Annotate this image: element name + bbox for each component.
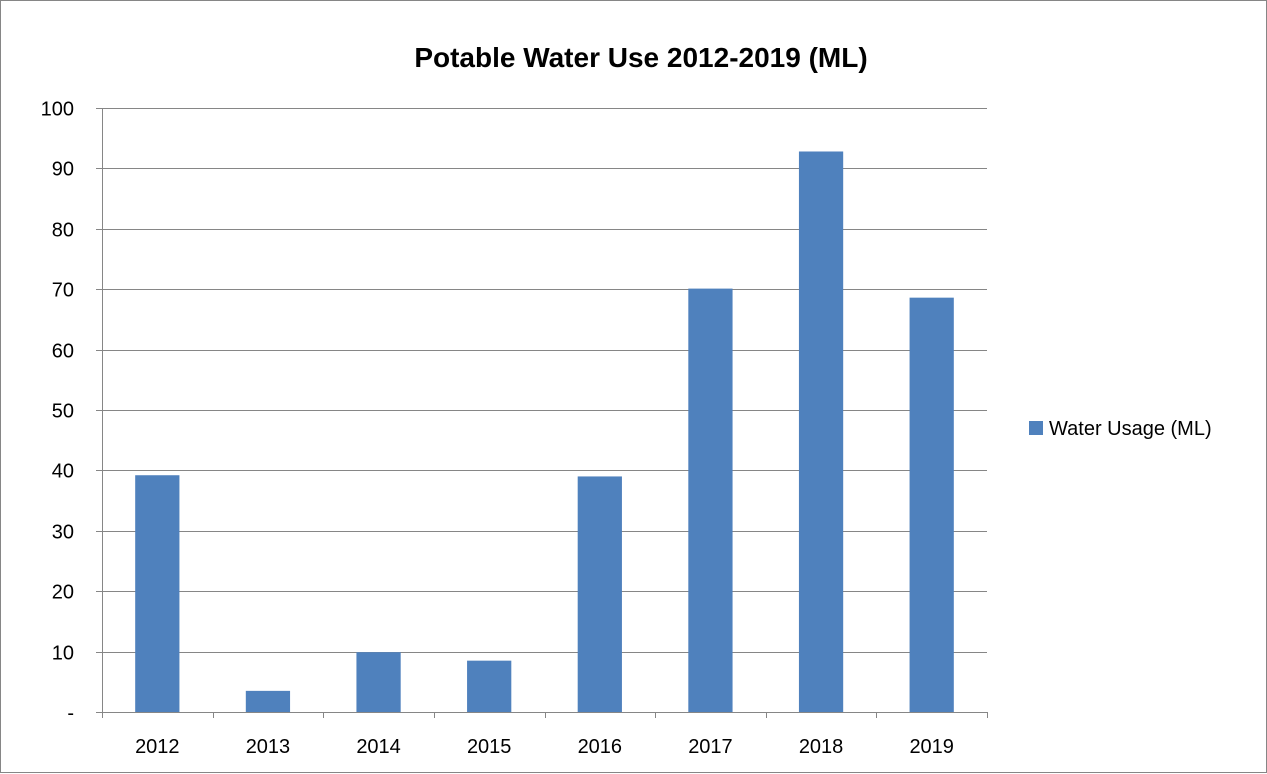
x-tick-label-2013: 2013 (246, 736, 291, 758)
y-tick-label-10: 10 (52, 643, 74, 665)
bar-2014 (356, 652, 401, 712)
x-tick-label-2012: 2012 (135, 736, 180, 758)
x-tick-label-2019: 2019 (909, 736, 954, 758)
y-tick-label-20: 20 (52, 582, 74, 604)
y-tick-label-80: 80 (52, 220, 74, 242)
bar-2015 (467, 660, 512, 712)
bar-2018 (798, 151, 844, 712)
bar-2013 (245, 690, 291, 712)
bars (135, 151, 954, 712)
y-tick-label-100: 100 (41, 99, 74, 121)
x-tick-label-2014: 2014 (356, 736, 401, 758)
x-tick-label-2017: 2017 (688, 736, 733, 758)
legend: Water Usage (ML) (1029, 418, 1212, 440)
y-tick-label-40: 40 (52, 461, 74, 483)
x-tick-label-2015: 2015 (467, 736, 512, 758)
y-tick-label-30: 30 (52, 522, 74, 544)
legend-label: Water Usage (ML) (1049, 418, 1212, 440)
x-tick-label-2016: 2016 (578, 736, 623, 758)
bar-2019 (909, 297, 954, 712)
bar-2012 (135, 475, 180, 712)
bar-2017 (688, 288, 733, 712)
x-tick-label-2018: 2018 (799, 736, 844, 758)
y-tick-label-90: 90 (52, 159, 74, 181)
axes: - 10 20 30 40 50 60 70 80 90 100 2012 2013 2014 2015 20… (41, 99, 988, 758)
gridlines (96, 108, 987, 713)
bar-2016 (577, 476, 622, 712)
chart-title: Potable Water Use 2012-2019 (ML) (414, 42, 867, 73)
y-tick-label-0: - (67, 703, 74, 725)
y-tick-label-70: 70 (52, 280, 74, 302)
y-tick-label-50: 50 (52, 401, 74, 423)
legend-swatch (1029, 421, 1043, 435)
y-tick-label-60: 60 (52, 341, 74, 363)
